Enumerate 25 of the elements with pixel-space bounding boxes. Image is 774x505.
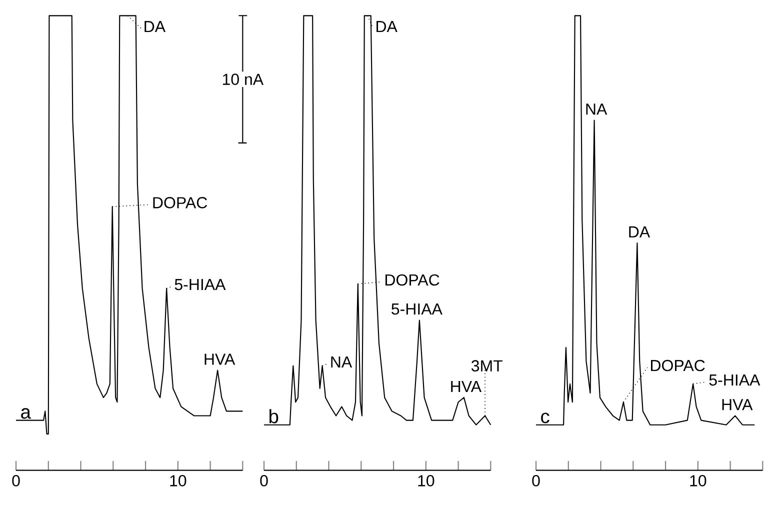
annotation: HVA (451, 380, 482, 392)
x-tick-label: 0 (260, 475, 268, 486)
x-tick-label: 10 (170, 475, 186, 486)
annotation: DOPAC (385, 274, 440, 286)
annotation: 3MT (471, 360, 503, 372)
x-tick-label: 10 (690, 475, 706, 486)
annotation: HVA (204, 354, 236, 365)
annotation: NA (586, 104, 608, 115)
text: a (21, 408, 31, 419)
x-tick-label: 10 (418, 475, 434, 486)
annotation: 5-HIAA (709, 374, 760, 386)
annotation: DA (144, 21, 166, 32)
x-tick-label: 0 (12, 475, 20, 486)
annotation: DA (376, 21, 398, 32)
annotation: NA (331, 356, 352, 368)
annotation: DOPAC (153, 197, 208, 208)
x-tick-label: 0 (532, 475, 540, 486)
annotation: DA (629, 226, 650, 238)
text: c (541, 412, 550, 424)
text: b (270, 409, 278, 424)
annotation: HVA (722, 399, 753, 410)
annotation: 5-HIAA (392, 304, 442, 315)
annotation: 5-HIAA (174, 279, 226, 290)
annotation: DOPAC (651, 360, 705, 372)
annotation: 10 nA (222, 74, 264, 85)
